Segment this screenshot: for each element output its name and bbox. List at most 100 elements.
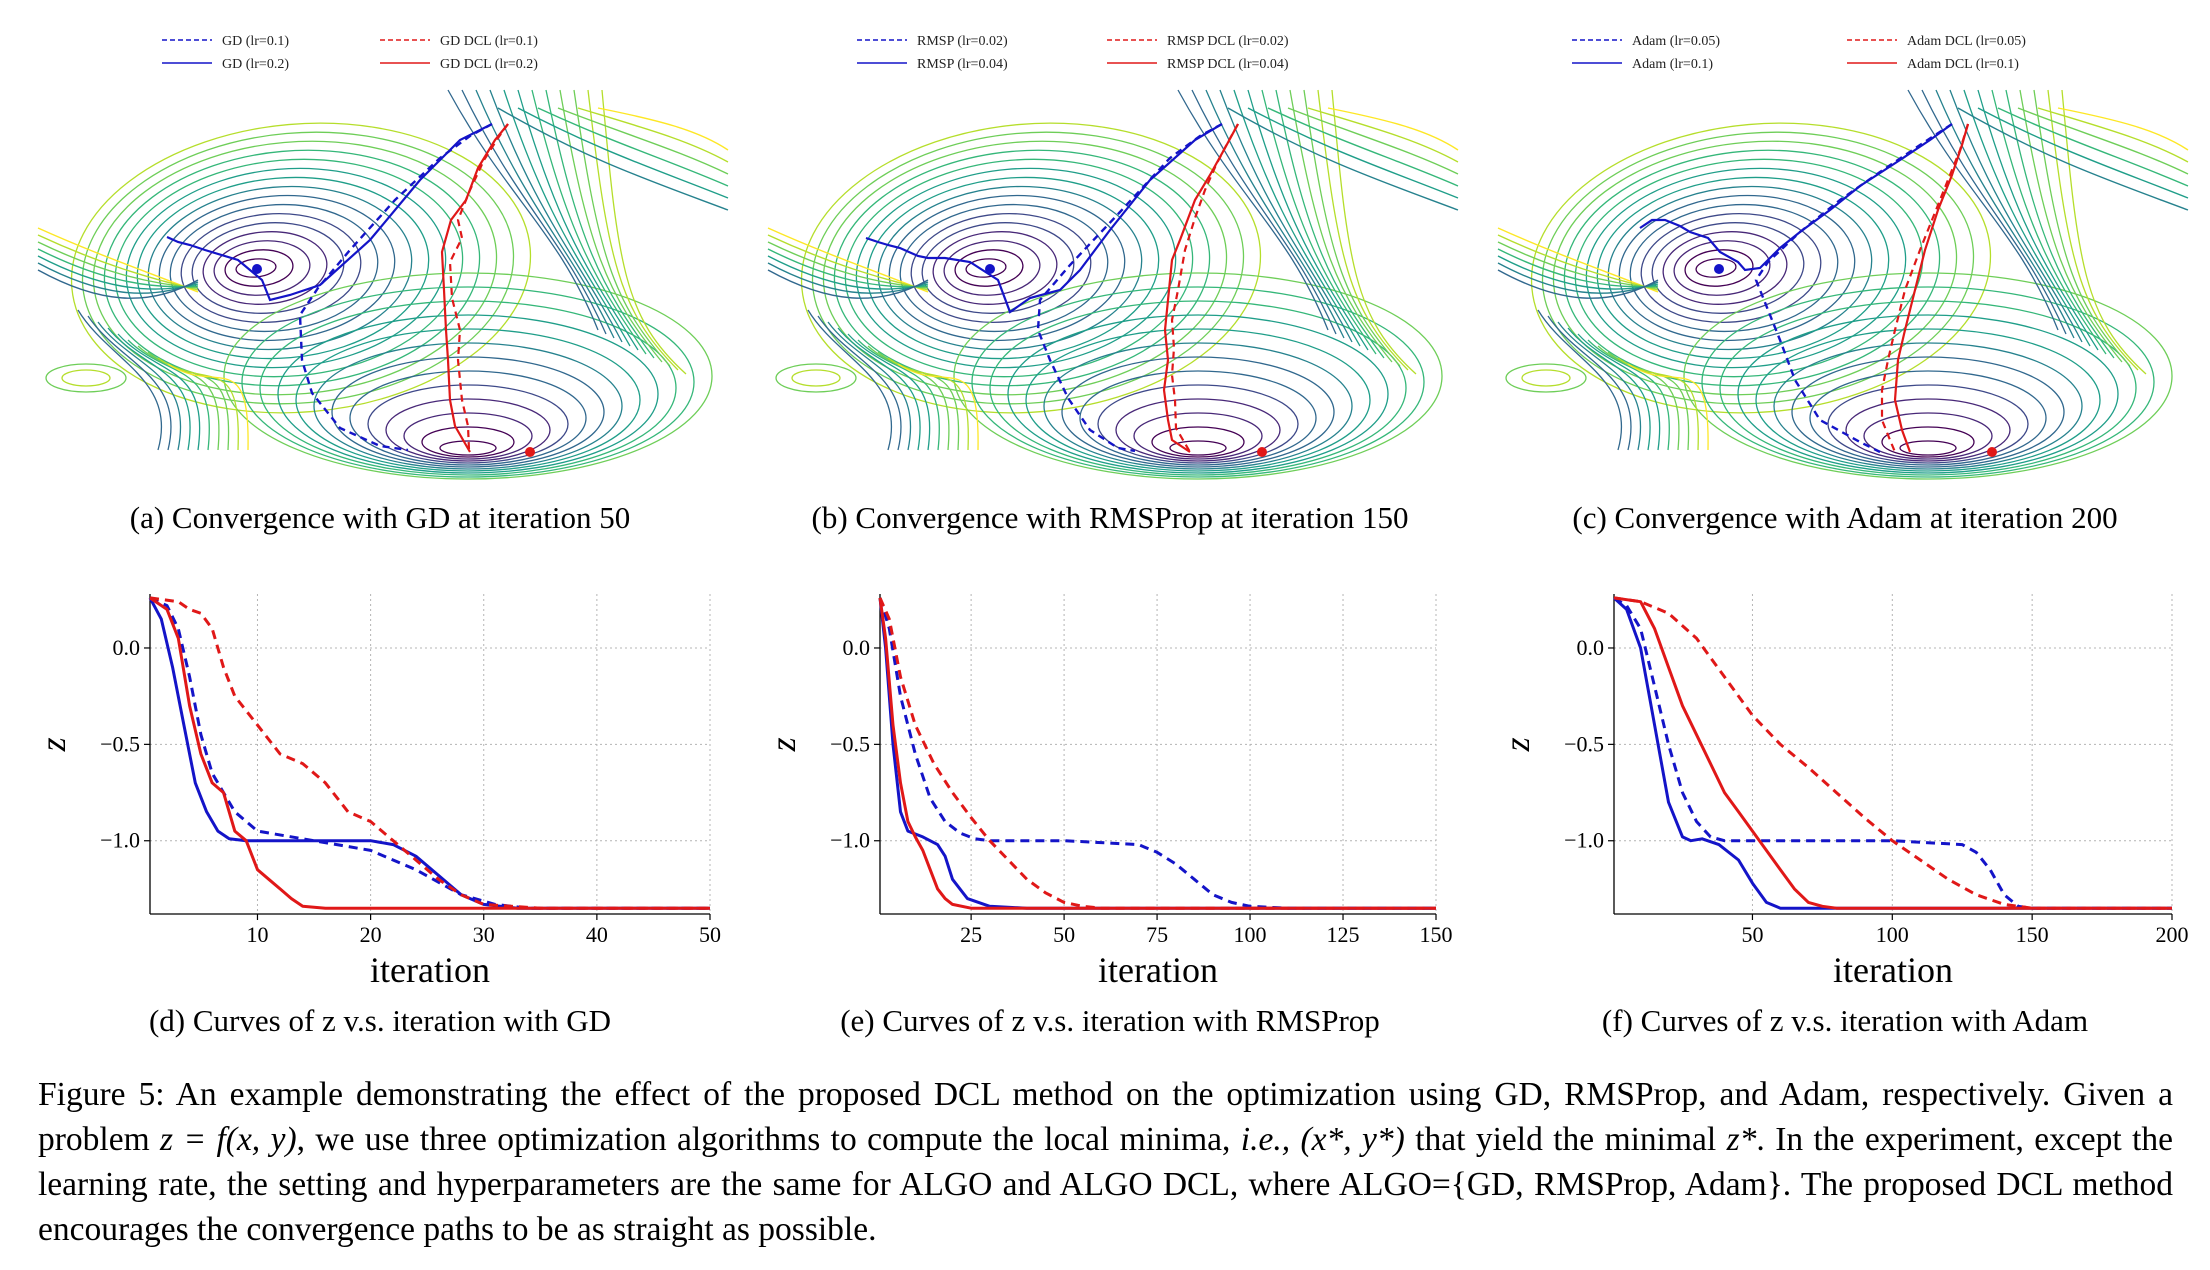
contour-line <box>1169 440 1227 456</box>
caption-math-1: z = f(x, y) <box>160 1121 297 1158</box>
contour-line <box>1307 107 1459 163</box>
trajectory-dcl-lr2 <box>440 123 509 453</box>
contour-line <box>61 369 111 387</box>
contour-line <box>811 131 1245 405</box>
contour-line <box>1957 107 2189 211</box>
x-tick-label: 50 <box>1053 922 1075 947</box>
caption-math-2: (x*, y*) <box>1300 1121 1405 1158</box>
y-axis-label: z <box>1497 737 1537 752</box>
legend-label: RMSP DCL (lr=0.04) <box>1167 57 1289 72</box>
contour-line <box>224 249 294 287</box>
contour-line <box>897 363 979 451</box>
contour-line <box>1651 222 1805 314</box>
contour-line <box>447 89 599 331</box>
contour-line <box>2033 89 2131 367</box>
contour-line <box>1303 89 1401 367</box>
legend-label: RMSP (lr=0.02) <box>917 34 1008 49</box>
contour-line <box>1097 384 1299 464</box>
contour-line <box>965 258 1007 278</box>
contour-line <box>1497 269 1659 299</box>
x-tick-label: 30 <box>473 922 495 947</box>
trajectory-dcl-lr1 <box>448 123 509 451</box>
contour-line <box>833 149 1211 387</box>
trajectory-baseline-lr2 <box>865 123 1223 314</box>
contour-line <box>1673 240 1771 296</box>
caption-text-3: that yield the minimal <box>1404 1121 1727 1158</box>
contour-panel-c: Adam (lr=0.05) Adam DCL (lr=0.05) Adam (lr… <box>1497 34 2189 480</box>
contour-line <box>37 241 199 289</box>
contour-line <box>158 194 396 342</box>
trajectory-dcl-lr2 <box>1162 123 1239 453</box>
contour-line <box>367 384 569 464</box>
contour-line <box>1899 440 1957 456</box>
contour-line <box>461 89 607 335</box>
legend-label: RMSP DCL (lr=0.02) <box>1167 34 1289 49</box>
contour-line <box>1977 89 2099 351</box>
contour-line <box>180 212 362 324</box>
contour-line <box>597 107 729 151</box>
contour-line <box>2047 89 2139 371</box>
series-line-0 <box>149 596 710 910</box>
contour-line <box>1115 398 1281 462</box>
series-line-1 <box>148 597 710 910</box>
series-line-1 <box>878 597 1436 910</box>
contour-line <box>857 339 940 451</box>
contour-line <box>1587 339 1670 451</box>
contour-line <box>114 158 464 378</box>
contour-line <box>1275 89 1385 359</box>
contour-line <box>1662 231 1788 305</box>
contour-line <box>191 222 345 314</box>
contour-line <box>1618 194 1856 342</box>
y-tick-label: −1.0 <box>1564 828 1604 853</box>
contour-line <box>127 339 210 451</box>
contour-line <box>503 89 631 347</box>
contour-line <box>1025 328 1371 472</box>
contour-line <box>1541 131 1975 405</box>
subcaption-f: (f) Curves of z v.s. iteration with Adam <box>1601 1003 2089 1038</box>
contour-line <box>1205 89 1345 339</box>
contour-line <box>855 167 1177 369</box>
subcaption-b: (b) Convergence with RMSProp at iteratio… <box>811 500 1409 535</box>
z-chart-f: 50 100 150 200 0.0 −0.5 −1.0 iteration z <box>1497 594 2189 990</box>
caption-text-4: . In the experiment, except the learning… <box>38 1121 2174 1248</box>
contour-line <box>844 158 1194 378</box>
contour-line <box>1607 351 1690 451</box>
trajectory-baseline-lr1 <box>1754 122 1953 454</box>
contour-line <box>767 269 929 299</box>
dcl-endpoint <box>525 447 535 457</box>
contour-line <box>877 351 960 451</box>
x-tick-label: 75 <box>1146 922 1168 947</box>
baseline-endpoint <box>1714 264 1724 274</box>
trajectory-baseline-lr2 <box>166 123 493 302</box>
contour-line <box>1261 89 1377 355</box>
x-tick-label: 150 <box>2016 922 2049 947</box>
contour-line <box>2061 89 2147 375</box>
contour-line <box>1505 363 1587 393</box>
contour-line <box>349 370 587 466</box>
contour-line <box>2005 89 2115 359</box>
contour-line <box>921 222 1075 314</box>
series-line-2 <box>149 596 710 910</box>
x-tick-label: 10 <box>246 922 268 947</box>
contour-line <box>125 167 447 369</box>
contour-line <box>1151 426 1245 458</box>
contour-line <box>837 327 921 451</box>
contour-line <box>169 203 379 333</box>
caption-text-2: , we use three optimization algorithms t… <box>296 1121 1241 1158</box>
contour-line <box>137 345 220 451</box>
contour-line <box>259 300 677 476</box>
contour-line <box>1537 309 1623 451</box>
subcaption-d: (d) Curves of z v.s. iteration with GD <box>148 1003 612 1038</box>
contour-line <box>87 315 172 451</box>
contour-line <box>1557 321 1642 451</box>
contour-line <box>97 321 182 451</box>
contour-line <box>1191 89 1337 335</box>
contour-line <box>877 185 1143 351</box>
series-line-2 <box>878 597 1436 910</box>
contour-line <box>573 89 671 367</box>
contour-line <box>1773 342 2083 470</box>
contour-line <box>103 149 481 387</box>
contour-line <box>791 369 841 387</box>
